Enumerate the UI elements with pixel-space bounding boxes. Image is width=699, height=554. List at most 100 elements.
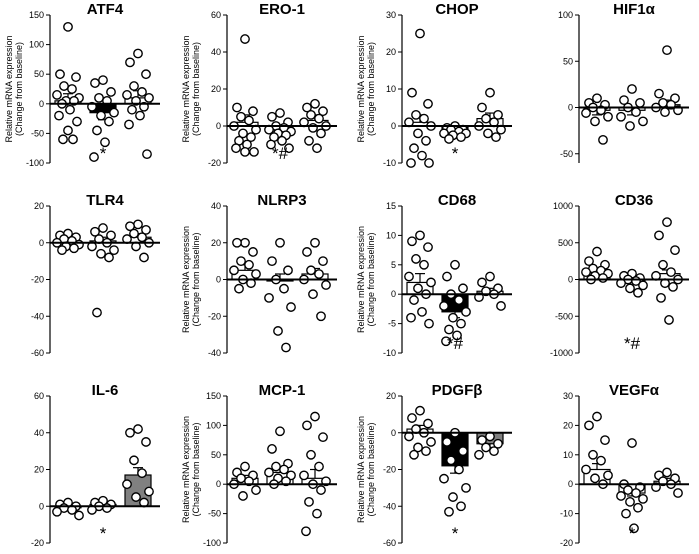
data-point bbox=[654, 230, 664, 241]
data-point bbox=[442, 271, 452, 282]
data-point bbox=[662, 45, 672, 56]
data-point bbox=[106, 87, 116, 97]
data-point bbox=[68, 134, 78, 145]
data-point bbox=[142, 149, 152, 160]
data-point bbox=[236, 473, 246, 484]
data-point bbox=[127, 104, 137, 115]
y-tick-label: -40 bbox=[208, 348, 221, 358]
data-point bbox=[444, 134, 454, 144]
panel-title: CD68 bbox=[438, 192, 476, 209]
data-point bbox=[304, 496, 314, 507]
y-axis-label: Relative mRNA expression bbox=[181, 416, 191, 523]
data-point bbox=[67, 84, 77, 94]
y-tick-label: -20 bbox=[560, 538, 573, 548]
significance-mark: *# bbox=[447, 334, 464, 353]
data-point bbox=[461, 306, 471, 317]
significance-mark: * bbox=[100, 144, 107, 163]
y-tick-label: -500 bbox=[555, 311, 573, 321]
y-tick-label: -100 bbox=[203, 538, 221, 548]
data-point bbox=[450, 259, 460, 270]
data-point bbox=[104, 252, 114, 263]
data-point bbox=[125, 427, 135, 438]
y-axis-label-line2: (Change from baseline) bbox=[366, 42, 376, 136]
y-axis-label-line2: (Change from baseline) bbox=[191, 422, 201, 516]
data-point bbox=[267, 256, 277, 267]
data-point bbox=[481, 442, 491, 453]
data-point bbox=[273, 326, 283, 336]
data-point bbox=[90, 78, 100, 88]
data-point bbox=[638, 116, 648, 127]
data-point bbox=[129, 228, 139, 239]
data-point bbox=[141, 69, 151, 80]
data-point bbox=[660, 107, 670, 118]
data-point bbox=[454, 464, 464, 475]
data-point bbox=[264, 292, 274, 303]
data-point bbox=[246, 132, 256, 143]
y-tick-label: -1000 bbox=[550, 348, 573, 358]
data-point bbox=[244, 259, 254, 270]
panel-6: CD68 Relative mRNA expression (Change from… bbox=[356, 192, 512, 358]
data-point bbox=[668, 281, 678, 292]
data-point bbox=[284, 143, 294, 154]
y-tick-label: -50 bbox=[208, 509, 221, 519]
y-tick-label: 20 bbox=[211, 238, 221, 248]
y-tick-label: 40 bbox=[211, 201, 221, 211]
y-tick-label: 150 bbox=[206, 391, 221, 401]
y-tick-label: 10 bbox=[386, 230, 396, 240]
data-point bbox=[448, 312, 458, 323]
data-point bbox=[631, 488, 641, 498]
data-point bbox=[122, 479, 132, 490]
data-point bbox=[411, 110, 421, 120]
data-point bbox=[603, 470, 613, 481]
data-point bbox=[590, 116, 600, 127]
panel-title: ATF4 bbox=[87, 1, 124, 18]
data-point bbox=[267, 444, 277, 454]
y-axis-label-line2: (Change from baseline) bbox=[191, 232, 201, 326]
significance-mark: *# bbox=[624, 334, 641, 353]
data-point bbox=[483, 128, 493, 139]
data-point bbox=[232, 237, 242, 248]
data-point bbox=[584, 256, 594, 267]
data-point bbox=[417, 306, 427, 317]
y-tick-label: -10 bbox=[383, 158, 396, 168]
data-point bbox=[286, 302, 296, 312]
data-point bbox=[57, 245, 67, 256]
data-point bbox=[240, 461, 250, 472]
panel-2: CHOP Relative mRNA expression (Change from… bbox=[356, 1, 512, 168]
panel-11: VEGFα 30 20 10 0 -10 -20 * bbox=[560, 382, 689, 548]
data-point bbox=[69, 243, 79, 254]
y-tick-label: 60 bbox=[34, 391, 44, 401]
data-point bbox=[316, 485, 326, 495]
significance-mark: * bbox=[452, 144, 459, 163]
data-point bbox=[72, 116, 82, 127]
data-point bbox=[444, 506, 454, 517]
y-tick-label: 0 bbox=[216, 121, 221, 131]
data-point bbox=[596, 455, 606, 466]
data-point bbox=[98, 75, 108, 86]
data-point bbox=[232, 102, 242, 113]
data-point bbox=[277, 135, 287, 146]
y-tick-label: 0 bbox=[39, 238, 44, 248]
y-tick-label: 15 bbox=[386, 201, 396, 211]
data-point bbox=[283, 265, 293, 276]
data-point bbox=[493, 110, 503, 120]
y-tick-label: -10 bbox=[560, 509, 573, 519]
data-point bbox=[477, 277, 487, 288]
data-point bbox=[308, 289, 318, 300]
data-point bbox=[496, 301, 506, 311]
y-tick-label: 150 bbox=[29, 10, 44, 20]
y-tick-label: 50 bbox=[34, 69, 44, 79]
data-point bbox=[234, 283, 244, 294]
data-point bbox=[421, 446, 431, 457]
data-point bbox=[423, 98, 433, 109]
data-point bbox=[240, 34, 250, 44]
data-point bbox=[314, 461, 324, 472]
data-point bbox=[302, 247, 312, 257]
data-point bbox=[631, 107, 641, 118]
y-tick-label: -50 bbox=[31, 128, 44, 138]
data-point bbox=[125, 221, 135, 232]
data-point bbox=[129, 81, 139, 91]
data-point bbox=[306, 110, 316, 120]
y-axis-label: Relative mRNA expression bbox=[181, 226, 191, 333]
data-point bbox=[104, 116, 114, 127]
